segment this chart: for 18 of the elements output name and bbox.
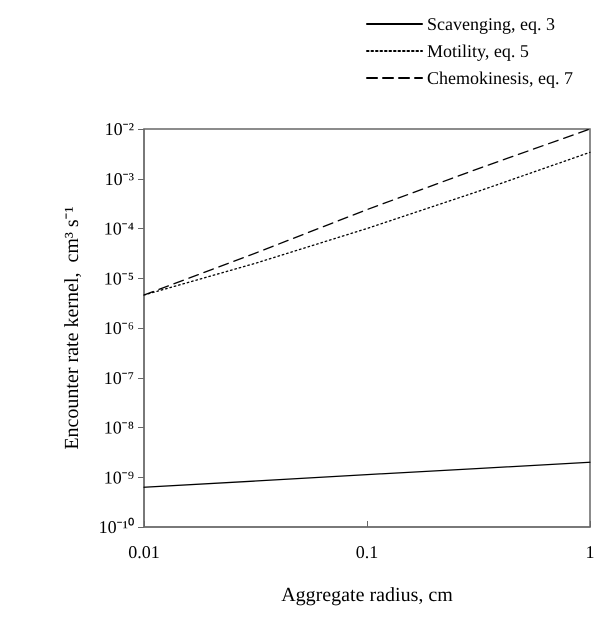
y-tick-label: 10⁻⁷ [104, 368, 134, 388]
y-tick-label: 10⁻⁹ [104, 467, 134, 488]
y-tick-label: 10⁻⁴ [104, 218, 134, 238]
x-tick-label: 0.01 [128, 542, 160, 562]
y-tick-label: 10⁻⁶ [104, 318, 134, 338]
y-tick-label: 10⁻³ [104, 168, 135, 189]
y-tick-label: 10⁻² [104, 119, 134, 139]
x-tick-label: 1 [586, 542, 594, 562]
legend-label: Chemokinesis, eq. 7 [427, 68, 574, 88]
y-axis-title: Encounter rate kernel, cm³ s⁻¹ [61, 206, 83, 450]
x-axis-title: Aggregate radius, cm [281, 584, 454, 606]
line-series [143, 462, 591, 488]
y-tick-label: 10⁻¹⁰ [98, 517, 134, 537]
x-tick-label: 0.1 [356, 542, 378, 562]
legend-label: Motility, eq. 5 [427, 41, 529, 61]
y-tick-label: 10⁻⁸ [104, 418, 134, 438]
y-tick-label: 10⁻⁵ [104, 268, 134, 288]
legend-label: Scavenging, eq. 3 [427, 14, 555, 34]
